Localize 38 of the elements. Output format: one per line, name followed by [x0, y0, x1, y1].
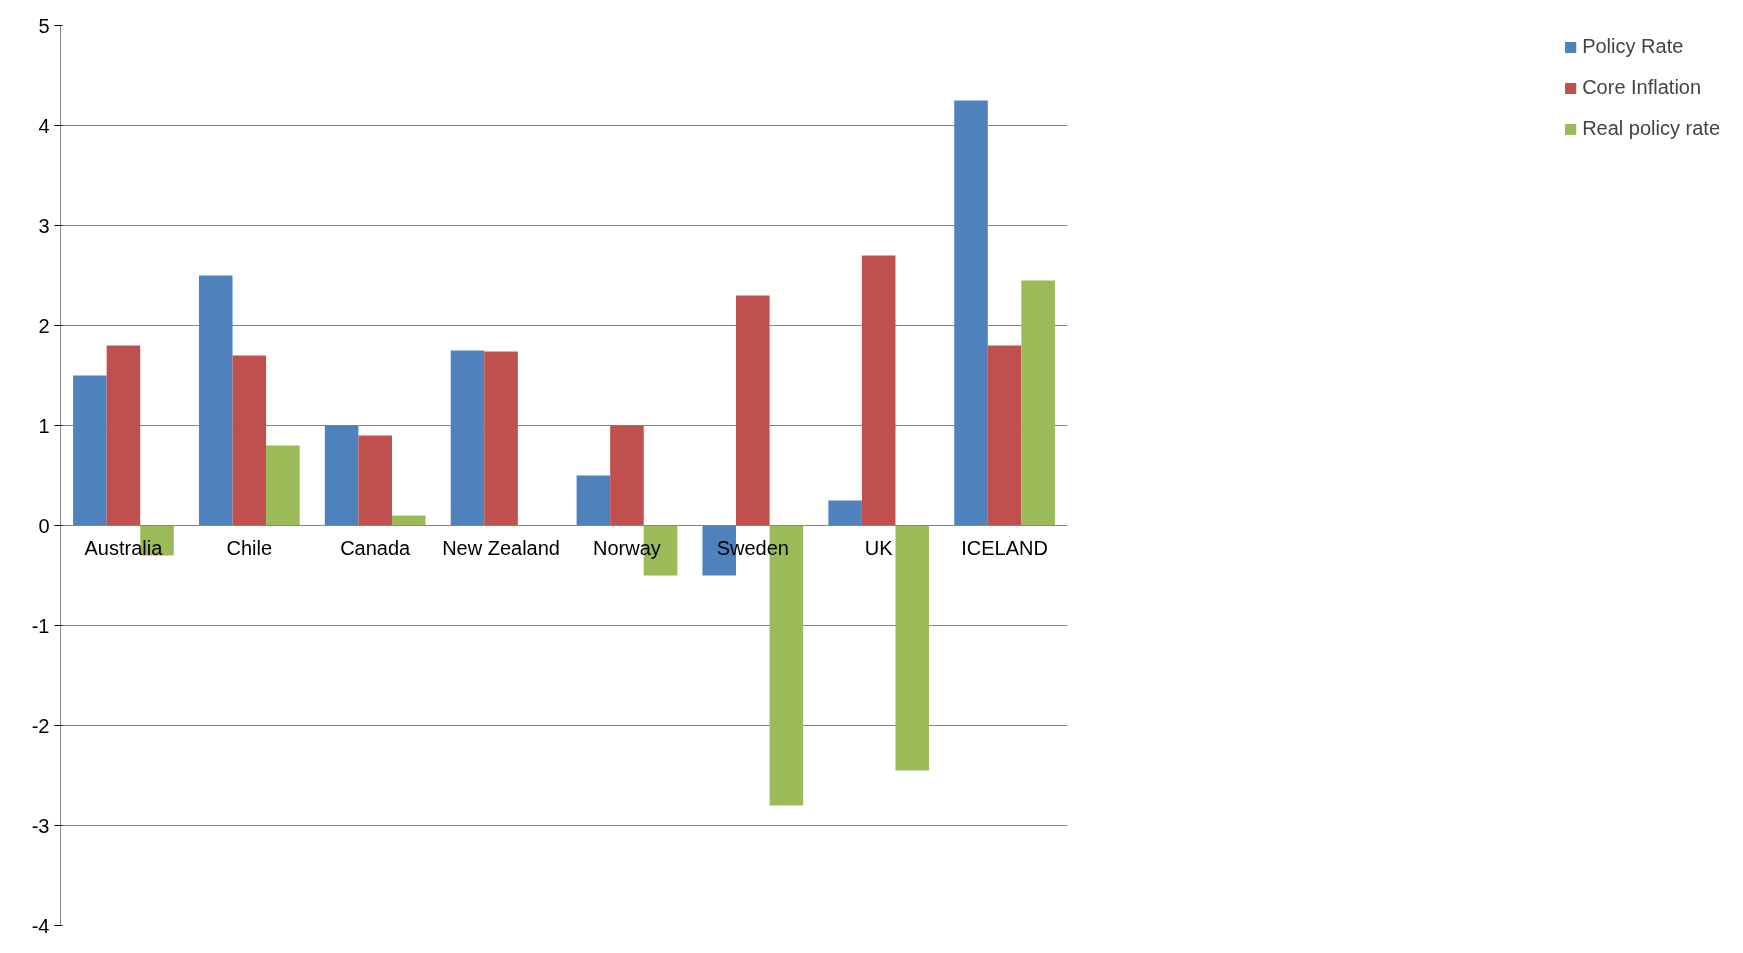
y-tick-label: 3	[38, 214, 50, 237]
bar	[861, 255, 896, 526]
bar	[73, 375, 107, 526]
y-tick-label: 4	[38, 114, 50, 137]
x-tick-label: ICELAND	[961, 536, 1048, 559]
bar	[391, 515, 426, 526]
bar	[324, 425, 359, 526]
y-tick-label: -1	[31, 614, 50, 637]
bar	[987, 345, 1022, 526]
x-tick-label: Chile	[226, 536, 273, 559]
bar	[1021, 280, 1055, 526]
x-tick-label: UK	[864, 536, 894, 559]
bar	[828, 500, 862, 526]
x-tick-label: Canada	[340, 536, 412, 559]
y-tick-label: 0	[38, 514, 50, 537]
bar	[736, 295, 770, 526]
x-tick-label: New Zealand	[442, 536, 560, 559]
bar	[450, 350, 485, 526]
x-tick-label: Sweden	[716, 536, 789, 559]
y-tick-label: -3	[31, 814, 50, 837]
legend-label: Core Inflation	[1582, 76, 1702, 99]
bar	[610, 425, 644, 526]
y-tick-label: 2	[38, 314, 50, 337]
y-tick-label: -4	[31, 914, 50, 937]
y-tick-label: 5	[38, 14, 50, 37]
bar	[358, 435, 392, 526]
bar	[106, 345, 141, 526]
bar	[266, 445, 300, 526]
bar	[484, 351, 518, 526]
bar	[198, 275, 233, 526]
bar	[895, 525, 930, 771]
legend-label: Policy Rate	[1582, 35, 1684, 58]
y-tick-label: 1	[38, 414, 50, 437]
bar	[576, 475, 611, 526]
y-tick-label: -2	[31, 714, 50, 737]
legend-label: Real policy rate	[1582, 117, 1720, 140]
bar	[232, 355, 267, 526]
bar	[954, 100, 988, 526]
